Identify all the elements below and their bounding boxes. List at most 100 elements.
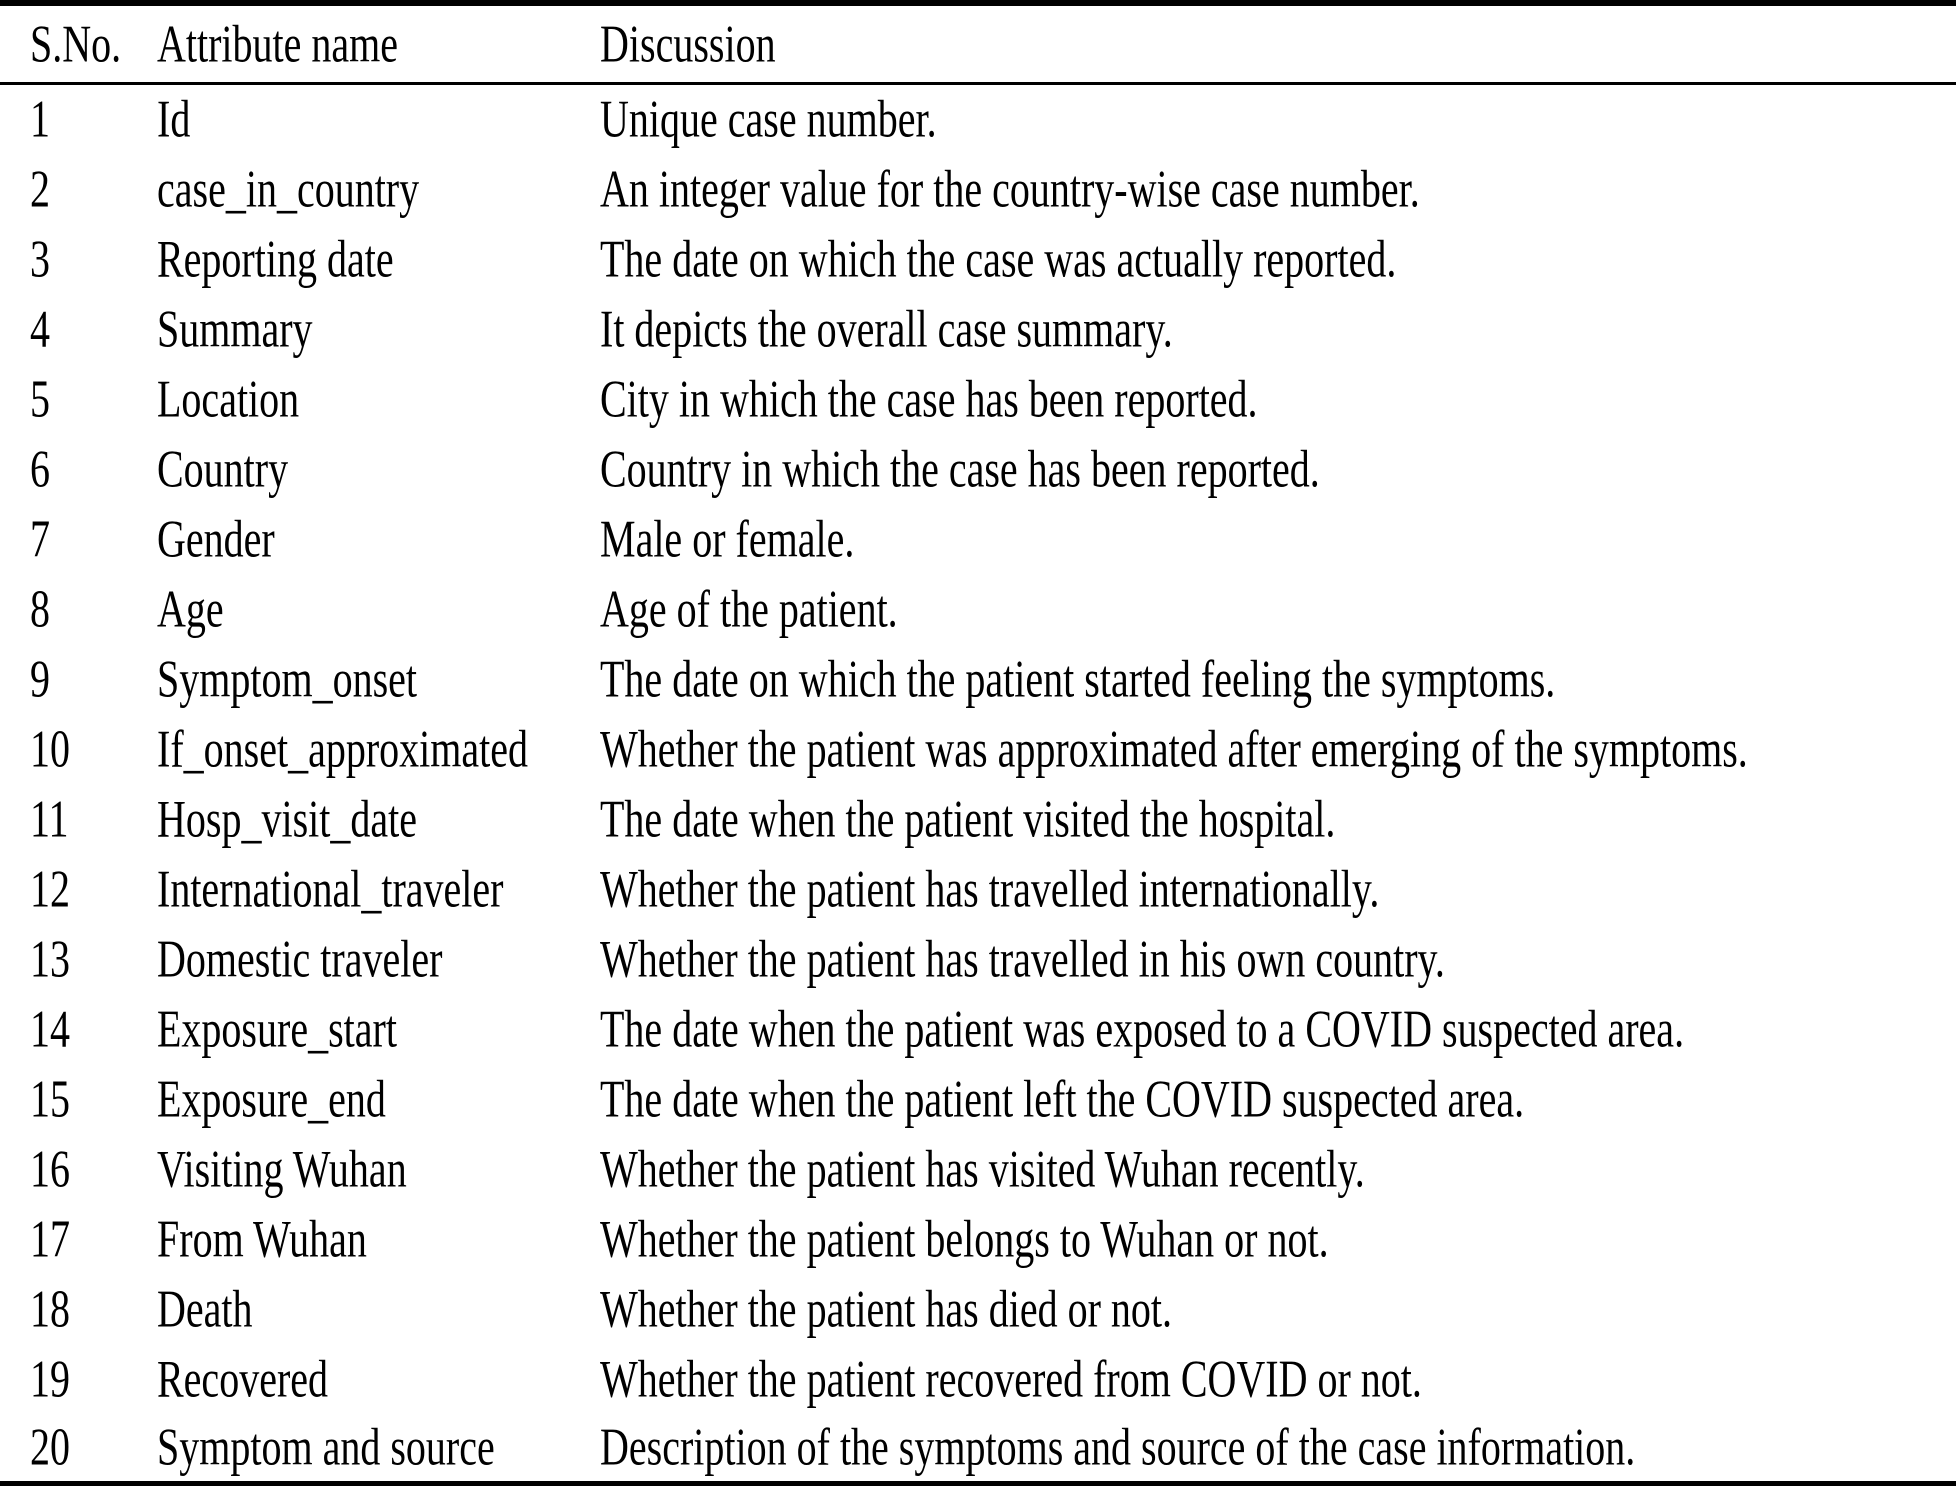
cell-sno: 20	[0, 1413, 157, 1483]
cell-discussion: The date on which the case was actually …	[600, 223, 1956, 293]
cell-attribute: Country	[157, 433, 600, 503]
column-header-attribute: Attribute name	[157, 3, 600, 85]
cell-attribute-text: Reporting date	[157, 228, 394, 288]
column-header-attribute-label: Attribute name	[157, 14, 399, 74]
cell-sno: 11	[0, 783, 157, 853]
cell-attribute: Hosp_visit_date	[157, 783, 600, 853]
cell-discussion-text: An integer value for the country-wise ca…	[600, 158, 1420, 218]
cell-sno-text: 20	[30, 1417, 70, 1477]
cell-sno-text: 12	[30, 858, 70, 918]
cell-discussion: Whether the patient was approximated aft…	[600, 713, 1956, 783]
cell-sno-text: 19	[30, 1348, 70, 1408]
cell-discussion: An integer value for the country-wise ca…	[600, 153, 1956, 223]
cell-sno: 2	[0, 153, 157, 223]
cell-sno-text: 6	[30, 438, 50, 498]
cell-sno: 14	[0, 993, 157, 1063]
table-row: 9 Symptom_onset The date on which the pati…	[0, 643, 1956, 713]
cell-attribute-text: Recovered	[157, 1348, 329, 1408]
table-row: 6 Country Country in which the case has be…	[0, 433, 1956, 503]
table-row: 16 Visiting Wuhan Whether the patient has …	[0, 1133, 1956, 1203]
cell-sno: 7	[0, 503, 157, 573]
cell-attribute: case_in_country	[157, 153, 600, 223]
cell-sno: 8	[0, 573, 157, 643]
cell-attribute-text: Summary	[157, 298, 313, 358]
cell-discussion: Whether the patient has travelled intern…	[600, 853, 1956, 923]
cell-attribute: Domestic traveler	[157, 923, 600, 993]
cell-sno: 5	[0, 363, 157, 433]
cell-attribute: International_traveler	[157, 853, 600, 923]
cell-discussion: Description of the symptoms and source o…	[600, 1413, 1956, 1483]
column-header-sno: S.No.	[0, 3, 157, 85]
table-header: S.No. Attribute name Discussion	[0, 3, 1956, 85]
cell-discussion-text: It depicts the overall case summary.	[600, 298, 1173, 358]
cell-attribute: If_onset_approximated	[157, 713, 600, 783]
table-row: 1 Id Unique case number.	[0, 83, 1956, 153]
cell-attribute: Summary	[157, 293, 600, 363]
cell-discussion-text: The date when the patient visited the ho…	[600, 788, 1336, 848]
cell-attribute-text: International_traveler	[157, 858, 504, 918]
cell-sno: 1	[0, 83, 157, 153]
cell-attribute: Symptom_onset	[157, 643, 600, 713]
cell-sno-text: 4	[30, 298, 50, 358]
cell-discussion-text: Whether the patient has visited Wuhan re…	[600, 1138, 1365, 1198]
cell-attribute-text: Domestic traveler	[157, 928, 443, 988]
cell-sno-text: 13	[30, 928, 70, 988]
cell-sno-text: 16	[30, 1138, 70, 1198]
cell-discussion: The date when the patient visited the ho…	[600, 783, 1956, 853]
cell-attribute: Symptom and source	[157, 1413, 600, 1483]
cell-discussion: The date on which the patient started fe…	[600, 643, 1956, 713]
column-header-discussion-label: Discussion	[600, 14, 776, 74]
cell-discussion-text: Description of the symptoms and source o…	[600, 1417, 1636, 1477]
cell-attribute-text: If_onset_approximated	[157, 718, 528, 778]
cell-attribute-text: Exposure_start	[157, 998, 397, 1058]
cell-attribute-text: Country	[157, 438, 289, 498]
table-row: 20 Symptom and source Description of the s…	[0, 1413, 1956, 1483]
cell-discussion: Whether the patient belongs to Wuhan or …	[600, 1203, 1956, 1273]
cell-attribute-text: Death	[157, 1278, 253, 1338]
cell-attribute-text: Exposure_end	[157, 1068, 386, 1128]
table-row: 8 Age Age of the patient.	[0, 573, 1956, 643]
cell-attribute: Recovered	[157, 1343, 600, 1413]
cell-sno-text: 9	[30, 648, 50, 708]
cell-sno-text: 10	[30, 718, 70, 778]
table-row: 10 If_onset_approximated Whether the patie…	[0, 713, 1956, 783]
cell-sno: 18	[0, 1273, 157, 1343]
cell-attribute: Age	[157, 573, 600, 643]
table-row: 12 International_traveler Whether the pati…	[0, 853, 1956, 923]
cell-sno-text: 8	[30, 578, 50, 638]
cell-attribute-text: Gender	[157, 508, 275, 568]
cell-discussion-text: The date when the patient was exposed to…	[600, 998, 1685, 1058]
cell-attribute-text: Visiting Wuhan	[157, 1138, 407, 1198]
cell-discussion-text: Whether the patient has travelled in his…	[600, 928, 1445, 988]
cell-sno: 15	[0, 1063, 157, 1133]
cell-sno-text: 18	[30, 1278, 70, 1338]
cell-sno-text: 2	[30, 158, 50, 218]
cell-sno: 12	[0, 853, 157, 923]
table-row: 3 Reporting date The date on which the cas…	[0, 223, 1956, 293]
column-header-discussion: Discussion	[600, 3, 1956, 85]
cell-sno-text: 5	[30, 368, 50, 428]
table-row: 17 From Wuhan Whether the patient belongs …	[0, 1203, 1956, 1273]
cell-attribute: Exposure_start	[157, 993, 600, 1063]
cell-attribute: Location	[157, 363, 600, 433]
cell-attribute: Gender	[157, 503, 600, 573]
cell-discussion: Male or female.	[600, 503, 1956, 573]
cell-sno: 17	[0, 1203, 157, 1273]
table-row: 19 Recovered Whether the patient recovered…	[0, 1343, 1956, 1413]
cell-attribute: Death	[157, 1273, 600, 1343]
cell-discussion-text: Age of the patient.	[600, 578, 898, 638]
table-row: 13 Domestic traveler Whether the patient h…	[0, 923, 1956, 993]
cell-discussion-text: The date on which the patient started fe…	[600, 648, 1556, 708]
cell-discussion-text: Whether the patient has died or not.	[600, 1278, 1173, 1338]
cell-attribute-text: Hosp_visit_date	[157, 788, 417, 848]
cell-sno-text: 11	[30, 788, 69, 848]
table-body: 1 Id Unique case number. 2 case_in_country An…	[0, 83, 1956, 1483]
cell-attribute-text: Symptom_onset	[157, 648, 418, 708]
cell-attribute-text: Age	[157, 578, 224, 638]
cell-discussion-text: Whether the patient recovered from COVID…	[600, 1348, 1422, 1408]
table-row: 14 Exposure_start The date when the patien…	[0, 993, 1956, 1063]
cell-sno-text: 7	[30, 508, 50, 568]
cell-attribute: Id	[157, 83, 600, 153]
cell-attribute-text: case_in_country	[157, 158, 420, 218]
